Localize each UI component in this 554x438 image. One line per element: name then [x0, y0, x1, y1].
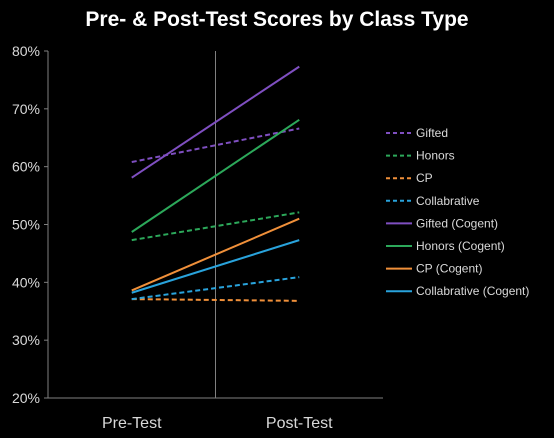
series-line [131, 65, 300, 179]
x-tick-label: Pre-Test [102, 415, 162, 432]
series-line [131, 118, 300, 233]
y-tick-label: 40% [12, 274, 40, 290]
legend-label: Collabrative [416, 194, 480, 208]
series-line [131, 239, 300, 294]
series-line [131, 276, 300, 301]
legend-label: CP [416, 171, 433, 185]
series-line [131, 298, 300, 302]
series-line [131, 211, 300, 242]
legend-label: Honors (Cogent) [416, 239, 505, 253]
y-tick-label: 50% [12, 217, 40, 233]
x-tick-label: Post-Test [266, 415, 333, 432]
legend-label: Gifted (Cogent) [416, 216, 498, 230]
legend-label: CP (Cogent) [416, 262, 482, 276]
y-tick-label: 70% [12, 101, 40, 117]
legend-label: Gifted [416, 126, 448, 140]
legend-label: Honors [416, 149, 455, 163]
y-tick-label: 80% [12, 43, 40, 59]
y-tick-label: 60% [12, 159, 40, 175]
series-line [131, 127, 300, 164]
chart-title: Pre- & Post-Test Scores by Class Type [85, 8, 469, 31]
series-line [131, 217, 300, 292]
y-tick-label: 20% [12, 390, 40, 406]
legend-label: Collabrative (Cogent) [416, 284, 529, 298]
y-tick-label: 30% [12, 332, 40, 348]
